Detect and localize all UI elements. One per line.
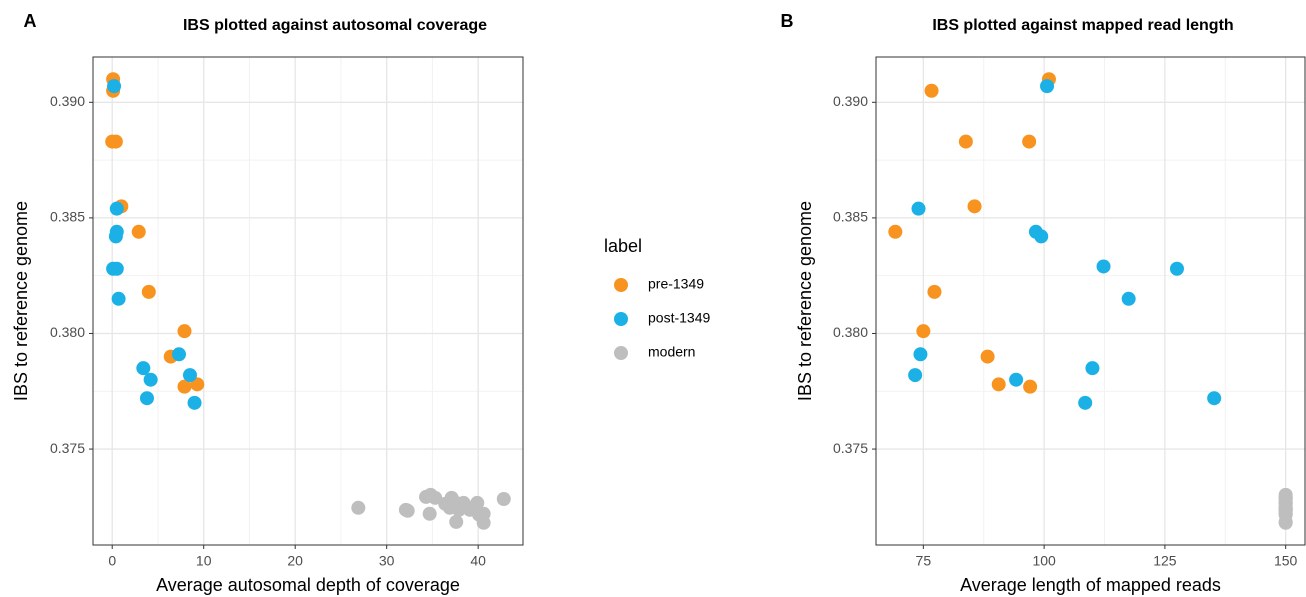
point — [139, 391, 154, 406]
legend-label: modern — [648, 344, 695, 360]
panel-label: A — [24, 11, 37, 31]
point — [911, 201, 926, 216]
legend-title: label — [604, 236, 642, 256]
y-tick-label: 0.375 — [50, 440, 85, 456]
x-tick-label: 100 — [1032, 553, 1056, 569]
point — [422, 506, 437, 521]
y-tick-label: 0.390 — [833, 93, 868, 109]
point — [913, 347, 928, 362]
x-tick-label: 0 — [108, 553, 116, 569]
point — [958, 134, 973, 149]
point — [143, 372, 158, 387]
point — [111, 291, 126, 306]
chart-title: IBS plotted against autosomal coverage — [183, 17, 487, 34]
point — [1009, 372, 1024, 387]
y-tick-label: 0.380 — [50, 324, 85, 340]
point — [187, 395, 202, 410]
y-tick-label: 0.390 — [50, 93, 85, 109]
point — [177, 379, 192, 394]
point — [452, 499, 467, 514]
point — [1169, 261, 1184, 276]
y-tick-label: 0.385 — [50, 209, 85, 225]
chart-title: IBS plotted against mapped read length — [932, 17, 1233, 34]
point — [177, 324, 192, 339]
point — [1040, 79, 1055, 94]
point — [109, 261, 124, 276]
point — [991, 377, 1006, 392]
legend-swatch — [614, 346, 628, 360]
x-axis-title: Average length of mapped reads — [960, 575, 1221, 595]
x-tick-label: 150 — [1274, 553, 1298, 569]
point — [924, 83, 939, 98]
point — [107, 79, 122, 94]
point — [1096, 259, 1111, 274]
point — [470, 495, 485, 510]
point — [967, 199, 982, 214]
x-tick-label: 75 — [916, 553, 932, 569]
point — [980, 349, 995, 364]
point — [131, 224, 146, 239]
panel-label: B — [781, 11, 794, 31]
legend-swatch — [614, 312, 628, 326]
y-axis-title: IBS to reference genome — [11, 201, 31, 401]
point — [888, 224, 903, 239]
legend-label: pre-1349 — [648, 276, 704, 292]
y-tick-label: 0.385 — [833, 209, 868, 225]
point — [1278, 491, 1293, 506]
y-tick-label: 0.380 — [833, 324, 868, 340]
point — [136, 361, 151, 376]
x-tick-label: 40 — [470, 553, 486, 569]
plot-border — [92, 56, 524, 546]
point — [108, 134, 123, 149]
x-tick-label: 10 — [196, 553, 212, 569]
point — [351, 500, 366, 515]
x-tick-label: 20 — [287, 553, 303, 569]
point — [927, 284, 942, 299]
y-axis-title: IBS to reference genome — [795, 201, 815, 401]
point — [172, 347, 186, 362]
point — [109, 201, 124, 216]
x-axis-title: Average autosomal depth of coverage — [156, 575, 460, 595]
point — [1207, 391, 1222, 406]
point — [108, 229, 123, 244]
y-tick-label: 0.375 — [833, 440, 868, 456]
point — [496, 491, 511, 506]
point — [444, 490, 459, 505]
point — [1078, 395, 1093, 410]
point — [428, 490, 443, 505]
point — [141, 284, 156, 299]
legend-swatch — [614, 278, 628, 292]
legend-label: post-1349 — [648, 310, 710, 326]
point — [182, 368, 197, 383]
point — [1023, 379, 1038, 394]
point — [1085, 361, 1100, 376]
point — [1278, 506, 1293, 521]
point — [908, 368, 923, 383]
point — [476, 506, 491, 521]
point — [1121, 291, 1136, 306]
plot-border — [875, 56, 1306, 546]
x-tick-label: 125 — [1153, 553, 1177, 569]
x-tick-label: 30 — [379, 553, 395, 569]
point — [1022, 134, 1037, 149]
point — [1034, 229, 1049, 244]
point — [449, 514, 464, 529]
point — [400, 503, 415, 518]
point — [916, 324, 931, 339]
